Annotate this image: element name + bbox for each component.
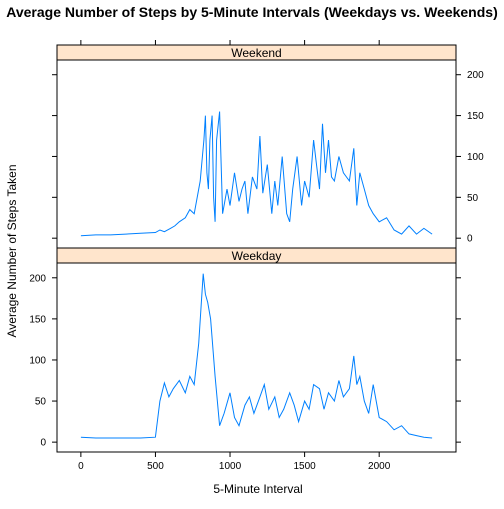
y-tick-label: 150 — [467, 111, 484, 122]
x-tick-label: 500 — [147, 461, 164, 472]
panel-frame — [56, 59, 457, 249]
y-tick-label: 0 — [40, 438, 46, 449]
y-tick-label: 50 — [35, 397, 47, 408]
x-tick-label: 0 — [78, 461, 84, 472]
y-tick-label: 150 — [29, 314, 46, 325]
x-tick-label: 2000 — [368, 461, 391, 472]
y-tick-label: 100 — [467, 152, 484, 163]
panel-frame — [56, 262, 457, 453]
y-tick-label: 50 — [467, 193, 479, 204]
panel-strip-label: Weekday — [232, 249, 282, 263]
y-tick-label: 100 — [29, 355, 46, 366]
panel-strip-label: Weekend — [231, 46, 281, 60]
x-axis-title: 5-Minute Interval — [213, 482, 302, 496]
x-tick-label: 1000 — [219, 461, 242, 472]
y-tick-label: 0 — [467, 234, 473, 245]
y-axis-title: Average Number of Steps Taken — [5, 165, 19, 338]
chart-title: Average Number of Steps by 5-Minute Inte… — [6, 4, 497, 20]
y-tick-label: 200 — [467, 70, 484, 81]
x-tick-label: 1500 — [293, 461, 316, 472]
series-line — [80, 111, 433, 237]
y-tick-label: 200 — [29, 273, 46, 284]
series-line — [80, 273, 433, 439]
